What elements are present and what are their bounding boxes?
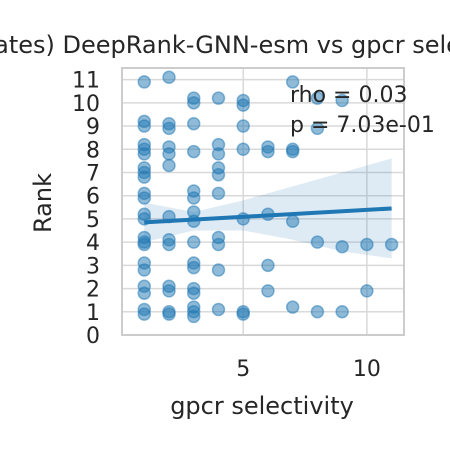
annotation-p-value: p = 7.03e-01 [290,113,435,138]
data-point [137,75,152,89]
data-point [137,191,152,205]
y-tick-label: 11 [72,69,100,94]
y-tick-label: 7 [86,161,100,186]
data-point [310,91,325,105]
data-point [211,237,226,252]
data-point [384,237,399,252]
data-point [162,284,176,298]
data-point [186,235,201,249]
y-tick-label: 9 [86,115,100,140]
data-point [285,214,300,228]
data-point [137,263,152,277]
data-point [186,260,201,275]
data-point [162,237,176,252]
data-point [186,144,201,159]
data-point [360,237,374,252]
data-point [310,121,325,136]
regression-line [144,206,392,225]
data-point [360,284,374,298]
data-point [162,70,176,85]
data-point [236,119,250,133]
regression-line-layer [144,206,392,225]
data-point [162,147,176,161]
data-point [236,98,250,112]
data-point [236,142,250,157]
x-axis-label: gpcr selectivity [170,392,354,420]
data-point [186,191,201,205]
y-tick-label: 1 [86,301,100,326]
y-tick-label: 5 [86,208,100,233]
data-point [335,240,349,254]
plot-frame [121,67,405,336]
data-point [335,93,349,108]
y-tick-label: 8 [86,138,100,163]
data-point [211,302,226,317]
data-point [285,144,300,159]
data-point [137,119,152,133]
y-tick-label: 4 [86,231,100,256]
data-point [211,168,226,182]
y-tick-label: 2 [86,278,100,303]
data-point [162,307,176,321]
y-tick-label: 6 [86,185,100,210]
data-point [211,147,226,161]
data-point [186,96,201,110]
data-point [137,237,152,252]
y-axis-label: Rank [29,173,57,233]
data-point [162,121,176,136]
data-point [211,91,226,105]
data-point [186,309,201,324]
data-point [236,305,250,319]
data-point [285,300,300,314]
data-point [186,116,201,131]
annotation-rho: rho = 0.03 [290,83,407,108]
data-point [137,170,152,184]
x-tick-label: 10 [353,357,381,382]
data-point [137,147,152,161]
data-point [310,305,325,319]
data-point [335,305,349,319]
data-point [137,307,152,321]
chart-title: (templates) DeepRank-GNN-esm vs gpcr sel… [0,31,450,59]
data-point [310,235,325,249]
data-point [186,286,201,300]
data-point [211,186,226,201]
data-point [211,263,226,277]
data-point [261,144,275,159]
y-tick-label: 0 [86,324,100,349]
data-point [261,258,275,273]
data-point [162,158,176,173]
data-point [137,286,152,300]
data-point [285,75,300,89]
x-tick-labels: 5 10 [236,357,381,382]
y-tick-label: 3 [86,254,100,279]
y-tick-label: 10 [72,92,100,117]
x-tick-label: 5 [236,357,250,382]
data-point [261,284,275,298]
